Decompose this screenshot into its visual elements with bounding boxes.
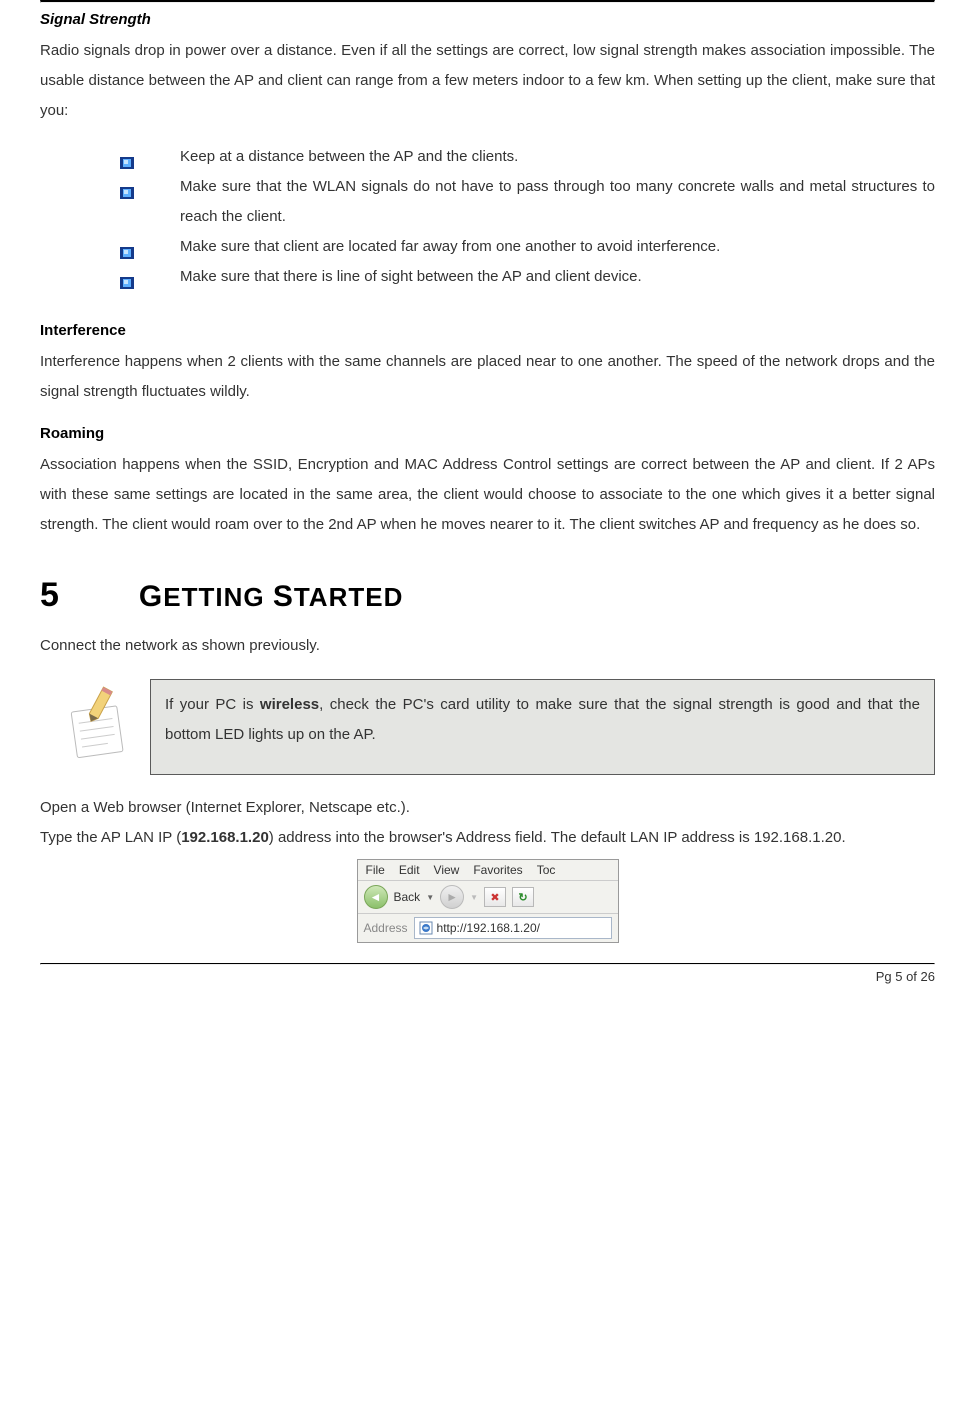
refresh-button[interactable]: ↻ xyxy=(512,887,534,907)
heading-signal-strength: Signal Strength xyxy=(40,11,935,28)
list-item: Make sure that the WLAN signals do not h… xyxy=(120,172,935,232)
chapter-number: 5 xyxy=(40,576,59,615)
bullet-icon xyxy=(120,180,134,192)
heading-roaming: Roaming xyxy=(40,425,935,442)
chapter-title: GETTING STARTED xyxy=(139,580,403,614)
note-text-bold: wireless xyxy=(260,696,319,713)
browser-screenshot: File Edit View Favorites Toc ◄ Back ▼ ► … xyxy=(40,859,935,943)
back-button-label[interactable]: Back xyxy=(394,890,421,904)
para-type-ip: Type the AP LAN IP (192.168.1.20) addres… xyxy=(40,823,935,853)
bullet-icon xyxy=(120,270,134,282)
stop-button[interactable]: ✖ xyxy=(484,887,506,907)
menu-tools-truncated[interactable]: Toc xyxy=(537,863,556,877)
bullet-icon xyxy=(120,240,134,252)
back-button-icon[interactable]: ◄ xyxy=(364,885,388,909)
list-item: Keep at a distance between the AP and th… xyxy=(120,142,935,172)
address-url: http://192.168.1.20/ xyxy=(437,921,540,935)
back-dropdown-icon[interactable]: ▼ xyxy=(426,893,434,902)
browser-address-row: Address http://192.168.1.20/ xyxy=(358,914,618,942)
note-text-pre: If your PC is xyxy=(165,696,260,713)
list-item: Make sure that there is line of sight be… xyxy=(120,262,935,292)
bottom-rule xyxy=(40,963,935,965)
page-number: Pg 5 of 26 xyxy=(40,969,935,984)
chapter-heading: 5 GETTING STARTED xyxy=(40,576,935,615)
list-item: Make sure that client are located far aw… xyxy=(120,232,935,262)
browser-menu-bar: File Edit View Favorites Toc xyxy=(358,860,618,881)
bullet-icon xyxy=(120,150,134,162)
list-item-text: Keep at a distance between the AP and th… xyxy=(180,148,518,165)
note-icon xyxy=(40,679,150,769)
forward-button-icon[interactable]: ► xyxy=(440,885,464,909)
note-row: If your PC is wireless, check the PC's c… xyxy=(40,679,935,775)
ie-page-icon xyxy=(419,921,433,935)
browser-toolbar: ◄ Back ▼ ► ▼ ✖ ↻ xyxy=(358,881,618,914)
menu-edit[interactable]: Edit xyxy=(399,863,420,877)
top-rule xyxy=(40,0,935,3)
list-item-text: Make sure that the WLAN signals do not h… xyxy=(180,178,935,225)
para-interference: Interference happens when 2 clients with… xyxy=(40,347,935,407)
address-input[interactable]: http://192.168.1.20/ xyxy=(414,917,612,939)
bullet-list-signal: Keep at a distance between the AP and th… xyxy=(40,142,935,292)
list-item-text: Make sure that client are located far aw… xyxy=(180,238,720,255)
list-item-text: Make sure that there is line of sight be… xyxy=(180,268,642,285)
para-open-browser: Open a Web browser (Internet Explorer, N… xyxy=(40,793,935,823)
para-roaming: Association happens when the SSID, Encry… xyxy=(40,450,935,540)
address-label: Address xyxy=(364,921,408,935)
forward-dropdown-icon[interactable]: ▼ xyxy=(470,893,478,902)
para-connect-network: Connect the network as shown previously. xyxy=(40,631,935,661)
menu-file[interactable]: File xyxy=(366,863,385,877)
heading-interference: Interference xyxy=(40,322,935,339)
menu-view[interactable]: View xyxy=(434,863,460,877)
para-signal-strength: Radio signals drop in power over a dista… xyxy=(40,36,935,126)
menu-favorites[interactable]: Favorites xyxy=(473,863,522,877)
note-box: If your PC is wireless, check the PC's c… xyxy=(150,679,935,775)
